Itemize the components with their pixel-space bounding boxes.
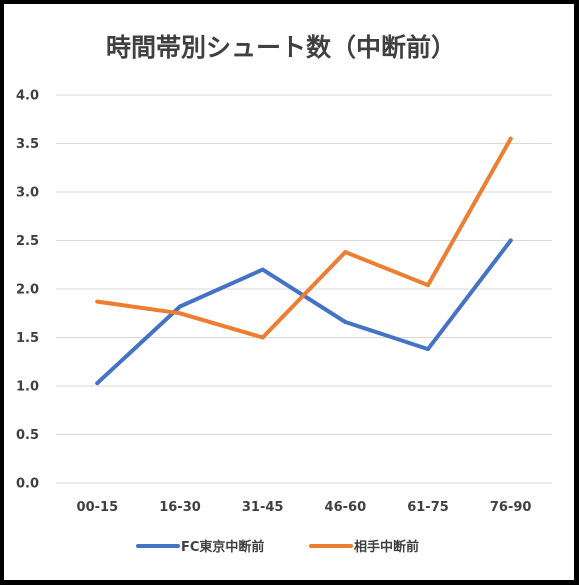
y-tick-label: 4.0 [16, 89, 39, 104]
line-chart: 時間帯別シュート数（中断前） 0.0 0.5 1.0 1.5 2.0 2.5 3.0 3.5 4… [16, 33, 552, 555]
y-tick-label: 3.5 [16, 137, 39, 152]
y-tick-label: 2.5 [16, 234, 39, 249]
x-tick-label: 61-75 [407, 500, 449, 515]
chart-frame: 時間帯別シュート数（中断前） 0.0 0.5 1.0 1.5 2.0 2.5 3.0 3.5 4… [4, 4, 574, 580]
legend-label: 相手中断前 [354, 539, 419, 555]
x-tick-label: 16-30 [159, 500, 201, 515]
series-1-point [178, 311, 182, 316]
legend-label: FC東京中断前 [181, 539, 264, 555]
x-tick-label: 00-15 [77, 500, 119, 515]
series-0-point [508, 238, 513, 243]
series-1-point [426, 283, 430, 288]
series-0-point [343, 319, 348, 324]
x-tick-label: 76-90 [490, 500, 532, 515]
x-tick-label: 46-60 [325, 500, 367, 515]
series-0-point [426, 347, 430, 352]
series-0-point [260, 267, 265, 272]
series-0-point [178, 304, 182, 309]
chart-title: 時間帯別シュート数（中断前） [106, 33, 456, 62]
series-line-1 [95, 136, 513, 340]
series-1-point [508, 136, 513, 141]
y-tick-label: 1.5 [16, 331, 39, 346]
x-tick-label: 31-45 [242, 500, 284, 515]
series-0-point [95, 381, 100, 386]
y-tick-label: 0.0 [16, 477, 39, 492]
y-tick-label: 2.0 [16, 283, 39, 298]
y-tick-label: 3.0 [16, 186, 39, 201]
series-1-point [343, 250, 348, 255]
series-1-point [260, 335, 265, 340]
y-tick-label: 0.5 [16, 428, 39, 443]
y-tick-label: 1.0 [16, 380, 39, 395]
series-1-point [95, 299, 100, 304]
